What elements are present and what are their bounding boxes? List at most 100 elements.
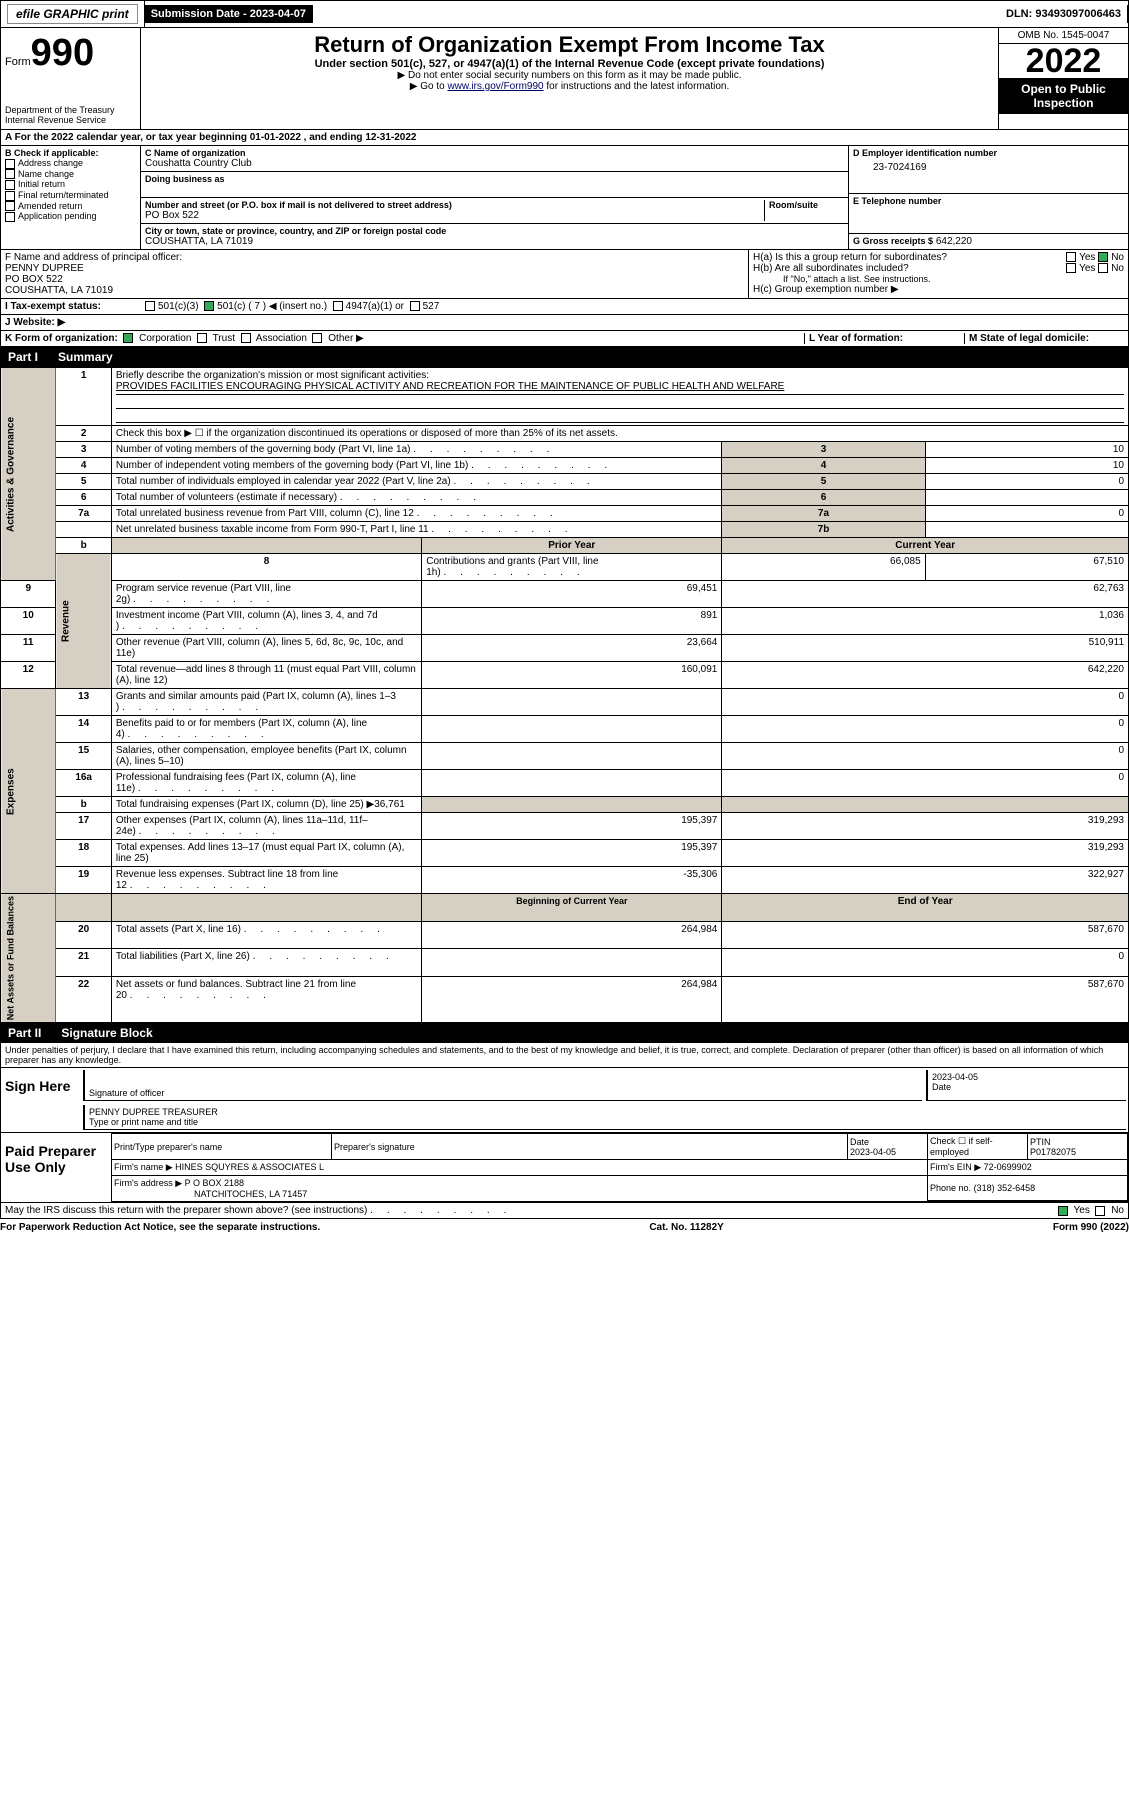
e-label: E Telephone number bbox=[853, 196, 1124, 206]
form-subtitle: Under section 501(c), 527, or 4947(a)(1)… bbox=[145, 58, 994, 70]
checkbox-icon[interactable] bbox=[5, 191, 15, 201]
footer: For Paperwork Reduction Act Notice, see … bbox=[0, 1219, 1129, 1236]
c-label: C Name of organization bbox=[145, 148, 844, 158]
ha-row: H(a) Is this a group return for subordin… bbox=[753, 252, 1124, 263]
header-left: Form 990 Department of the Treasury Inte… bbox=[1, 28, 141, 129]
gross-cell: G Gross receipts $ 642,220 bbox=[849, 234, 1128, 249]
phone-cell: E Telephone number bbox=[849, 194, 1128, 234]
table-row: 20Total assets (Part X, line 16)264,9845… bbox=[1, 921, 1129, 949]
col-b: B Check if applicable: Address change Na… bbox=[1, 146, 141, 249]
tax-year: 2022 bbox=[999, 44, 1128, 78]
addr-label: Number and street (or P.O. box if mail i… bbox=[145, 200, 764, 210]
h-cell: H(a) Is this a group return for subordin… bbox=[748, 250, 1128, 298]
table-row: Net unrelated business taxable income fr… bbox=[1, 522, 1129, 538]
irs-link[interactable]: www.irs.gov/Form990 bbox=[447, 81, 543, 92]
sign-here-block: Sign Here Signature of officer 2023-04-0… bbox=[0, 1068, 1129, 1133]
part1-num: Part I bbox=[8, 350, 38, 364]
header: Form 990 Department of the Treasury Inte… bbox=[0, 28, 1129, 130]
section-fh: F Name and address of principal officer:… bbox=[0, 250, 1129, 299]
checkbox-checked-icon[interactable] bbox=[1058, 1206, 1068, 1216]
org-name-cell: C Name of organization Coushatta Country… bbox=[141, 146, 848, 172]
part1-table: Activities & Governance 1 Briefly descri… bbox=[0, 367, 1129, 1023]
form-number: 990 bbox=[31, 32, 94, 75]
city: COUSHATTA, LA 71019 bbox=[145, 236, 844, 247]
vlabel-net: Net Assets or Fund Balances bbox=[1, 894, 56, 1023]
checkbox-icon[interactable] bbox=[241, 333, 251, 343]
hb-note: If "No," attach a list. See instructions… bbox=[753, 274, 1124, 284]
table-row: 10Investment income (Part VIII, column (… bbox=[1, 608, 1129, 635]
top-bar: efile GRAPHIC print Submission Date - 20… bbox=[0, 0, 1129, 28]
sig-officer: Signature of officer bbox=[83, 1070, 922, 1101]
table-row: Firm's address ▶ P O BOX 2188NATCHITOCHE… bbox=[112, 1176, 1128, 1200]
city-label: City or town, state or province, country… bbox=[145, 226, 844, 236]
checkbox-icon[interactable] bbox=[1066, 252, 1076, 262]
line-num: 1 bbox=[56, 368, 111, 426]
dba-cell: Doing business as bbox=[141, 172, 848, 198]
form-word: Form bbox=[5, 56, 31, 68]
footer-left: For Paperwork Reduction Act Notice, see … bbox=[0, 1222, 320, 1233]
checkbox-icon[interactable] bbox=[5, 201, 15, 211]
ein-cell: D Employer identification number 23-7024… bbox=[849, 146, 1128, 194]
officer-name: PENNY DUPREE TREASURER Type or print nam… bbox=[83, 1105, 1126, 1130]
f-label: F Name and address of principal officer: bbox=[5, 252, 744, 263]
efile-cell: efile GRAPHIC print bbox=[1, 1, 145, 27]
city-cell: City or town, state or province, country… bbox=[141, 224, 848, 249]
checkbox-icon[interactable] bbox=[312, 333, 322, 343]
efile-button[interactable]: efile GRAPHIC print bbox=[7, 4, 138, 24]
hc-row: H(c) Group exemption number ▶ bbox=[753, 284, 1124, 295]
gross-receipts: 642,220 bbox=[936, 236, 972, 247]
checkbox-icon[interactable] bbox=[5, 212, 15, 222]
checkbox-icon[interactable] bbox=[5, 169, 15, 179]
paid-preparer-block: Paid Preparer Use Only Print/Type prepar… bbox=[0, 1133, 1129, 1203]
table-row: 16aProfessional fundraising fees (Part I… bbox=[1, 770, 1129, 797]
checkbox-icon[interactable] bbox=[410, 301, 420, 311]
table-row: 6Total number of volunteers (estimate if… bbox=[1, 490, 1129, 506]
note-link: ▶ Go to www.irs.gov/Form990 for instruct… bbox=[145, 81, 994, 92]
checkbox-checked-icon[interactable] bbox=[123, 333, 133, 343]
table-row: 12Total revenue—add lines 8 through 11 (… bbox=[1, 662, 1129, 689]
vlabel-gov: Activities & Governance bbox=[1, 368, 56, 581]
checkbox-icon[interactable] bbox=[1066, 263, 1076, 273]
mission-blank bbox=[116, 395, 1124, 409]
checkbox-icon[interactable] bbox=[145, 301, 155, 311]
line-num: 2 bbox=[56, 426, 111, 442]
dln: DLN: 93493097006463 bbox=[1000, 5, 1128, 23]
checkbox-checked-icon[interactable] bbox=[204, 301, 214, 311]
d-label: D Employer identification number bbox=[853, 148, 1124, 158]
k-label: K Form of organization: bbox=[5, 333, 118, 344]
row-j: J Website: ▶ bbox=[0, 315, 1129, 331]
row-k: K Form of organization: Corporation Trus… bbox=[0, 331, 1129, 347]
table-row: 3Number of voting members of the governi… bbox=[1, 442, 1129, 458]
b-label: B Check if applicable: bbox=[5, 148, 136, 158]
room-label: Room/suite bbox=[769, 200, 844, 210]
j-label: J Website: ▶ bbox=[5, 317, 65, 328]
checkbox-icon[interactable] bbox=[5, 159, 15, 169]
table-row: bTotal fundraising expenses (Part IX, co… bbox=[1, 797, 1129, 813]
form-990-label: Form 990 bbox=[5, 32, 136, 75]
vlabel-rev: Revenue bbox=[56, 554, 111, 689]
sig-date: 2023-04-05 Date bbox=[926, 1070, 1126, 1101]
checkbox-checked-icon[interactable] bbox=[1098, 252, 1108, 262]
b-item: Initial return bbox=[5, 179, 136, 190]
footer-right: Form 990 (2022) bbox=[1053, 1222, 1129, 1233]
checkbox-icon[interactable] bbox=[333, 301, 343, 311]
dba-label: Doing business as bbox=[145, 174, 844, 184]
l-label: L Year of formation: bbox=[804, 333, 964, 344]
b-item: Name change bbox=[5, 169, 136, 180]
f-cell: F Name and address of principal officer:… bbox=[1, 250, 748, 298]
part1-header: Part I Summary bbox=[0, 347, 1129, 367]
checkbox-icon[interactable] bbox=[1095, 1206, 1105, 1216]
note2-post: for instructions and the latest informat… bbox=[544, 81, 730, 92]
checkbox-icon[interactable] bbox=[197, 333, 207, 343]
q2: Check this box ▶ ☐ if the organization d… bbox=[111, 426, 1128, 442]
table-row: 5Total number of individuals employed in… bbox=[1, 474, 1129, 490]
table-row: 14Benefits paid to or for members (Part … bbox=[1, 716, 1129, 743]
mission: PROVIDES FACILITIES ENCOURAGING PHYSICAL… bbox=[116, 381, 1124, 395]
addr: PO Box 522 bbox=[145, 210, 764, 221]
f-addr2: COUSHATTA, LA 71019 bbox=[5, 285, 744, 296]
vlabel-exp: Expenses bbox=[1, 689, 56, 894]
part1-title: Summary bbox=[58, 350, 113, 364]
open-public: Open to Public Inspection bbox=[999, 78, 1128, 114]
checkbox-icon[interactable] bbox=[5, 180, 15, 190]
checkbox-icon[interactable] bbox=[1098, 263, 1108, 273]
